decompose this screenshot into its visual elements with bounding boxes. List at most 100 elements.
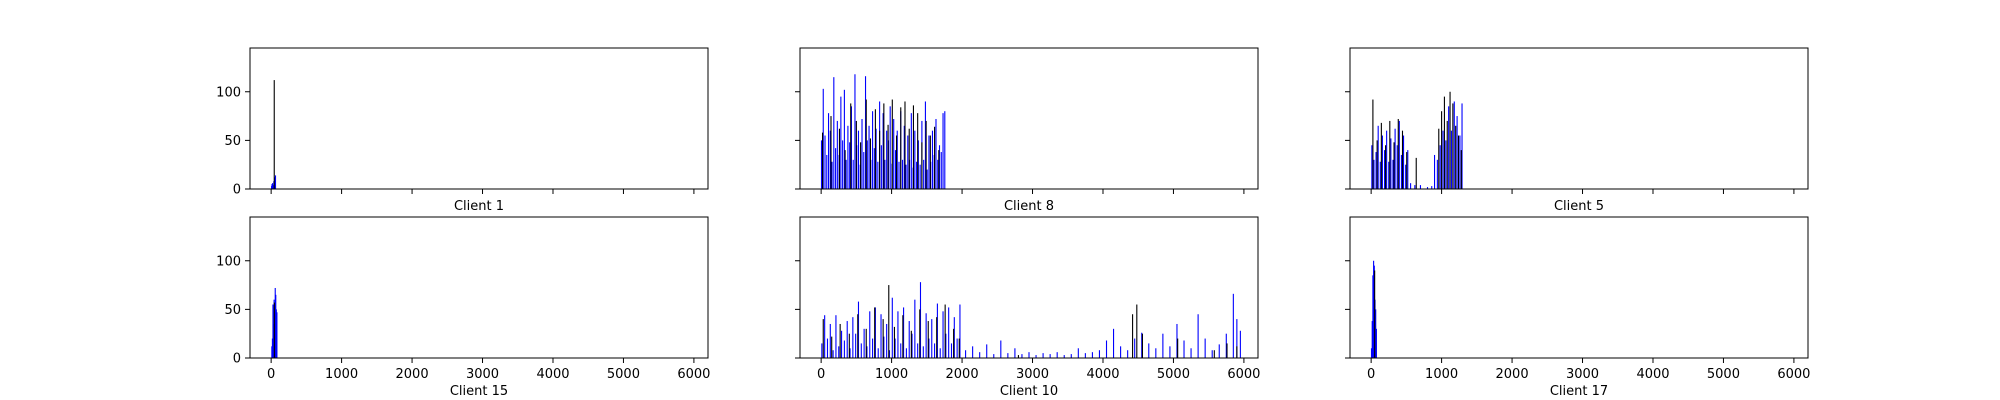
bar (948, 307, 950, 358)
bar (1239, 330, 1241, 358)
bar (1373, 159, 1375, 189)
bar (1406, 152, 1408, 189)
bar (274, 175, 277, 189)
bar (820, 140, 823, 189)
bar (917, 343, 919, 358)
bar (1063, 355, 1065, 358)
bar (1213, 350, 1215, 358)
bar (868, 125, 870, 189)
bar (937, 159, 939, 189)
bar (1197, 314, 1199, 358)
bar (874, 307, 876, 358)
bar (959, 304, 961, 358)
bar (1373, 260, 1375, 358)
bar (1389, 120, 1391, 189)
bar (986, 344, 988, 358)
bar (1136, 304, 1138, 358)
bar (1379, 161, 1381, 189)
bar (857, 301, 860, 358)
x-tick-label: 3000 (1016, 367, 1049, 382)
bar (879, 130, 881, 189)
bar (826, 154, 828, 189)
bar (872, 338, 874, 358)
bar (1414, 185, 1416, 189)
bar (824, 315, 826, 358)
bar (863, 152, 865, 189)
x-tick-label: 2000 (946, 367, 979, 382)
bar (848, 333, 850, 358)
bar (852, 317, 854, 358)
bar (891, 297, 893, 358)
bar (1397, 118, 1399, 189)
bar (888, 285, 890, 358)
bar (1035, 355, 1037, 358)
bar (1400, 154, 1402, 189)
bar (874, 109, 876, 189)
bar (861, 118, 863, 189)
bar (914, 299, 916, 358)
bar (910, 330, 912, 358)
bar (869, 311, 871, 358)
bar (1445, 140, 1447, 189)
bar (835, 315, 837, 358)
bar (1169, 346, 1171, 358)
x-tick-label: 2000 (396, 367, 429, 382)
subplot-title: Client 5 (1554, 199, 1604, 214)
bar (935, 118, 937, 189)
bar (931, 130, 934, 189)
bar (866, 346, 868, 358)
subplot-title: Client 17 (1550, 384, 1608, 399)
subplot: 0 1000 2000 3000 4000 5000 6000 0 50 100 Client 15 (216, 216, 710, 399)
bar (1449, 91, 1451, 189)
bar (1455, 125, 1457, 189)
bar (1396, 145, 1398, 189)
bar (905, 164, 907, 189)
bar (833, 77, 835, 189)
bar (919, 309, 921, 358)
bar-series (822, 99, 940, 189)
bar (900, 343, 902, 358)
bar (272, 323, 275, 358)
bar (886, 323, 888, 358)
bar-series (1374, 270, 1376, 358)
bar (882, 319, 884, 358)
bar (903, 125, 905, 189)
bar (965, 350, 967, 358)
bar (1426, 187, 1429, 189)
x-tick-label: 6000 (1227, 367, 1260, 382)
bar (925, 120, 927, 189)
bar (1141, 332, 1143, 358)
bar (882, 113, 884, 189)
bar-series (273, 302, 275, 358)
subplot-title: Client 10 (1000, 384, 1058, 399)
bar (905, 348, 907, 358)
bar (1028, 352, 1030, 358)
bar (875, 128, 877, 189)
bar (844, 150, 846, 189)
bar (272, 185, 274, 189)
x-tick-label: 5000 (1707, 367, 1740, 382)
bar (953, 328, 955, 358)
bar (822, 88, 824, 189)
bar (1456, 116, 1458, 189)
bar (944, 111, 946, 189)
bar (829, 130, 831, 189)
bar (843, 89, 845, 189)
subplot: 0 1000 2000 3000 4000 5000 6000 Client 17 (1345, 216, 1810, 399)
y-tick-label: 50 (224, 134, 241, 149)
x-tick-label: 3000 (1566, 367, 1599, 382)
bar (1415, 157, 1417, 189)
bar (1084, 353, 1086, 358)
bar (273, 80, 275, 189)
subplot: Client 8 (795, 47, 1259, 214)
bar (1183, 340, 1185, 358)
bar (1446, 120, 1448, 189)
bar (1211, 350, 1213, 358)
bar (1141, 333, 1143, 358)
bar (827, 113, 830, 189)
bar (1049, 354, 1051, 358)
bar (1105, 340, 1108, 358)
bar (824, 135, 826, 189)
bar (924, 101, 926, 189)
bar (938, 150, 940, 189)
